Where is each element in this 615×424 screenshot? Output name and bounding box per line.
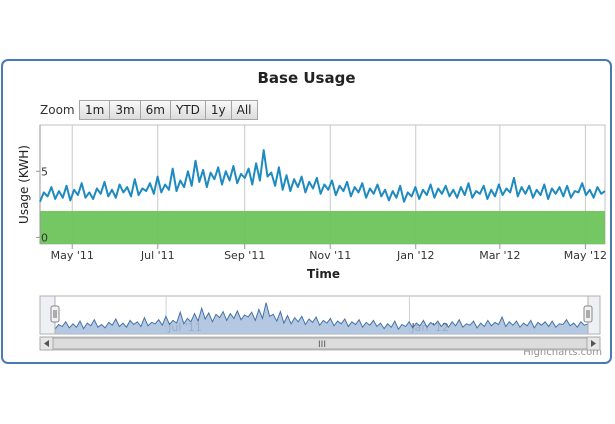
chart-title: Base Usage (257, 69, 356, 87)
zoom-3m-button[interactable]: 3m (109, 100, 141, 120)
x-tick-label: Jan '12 (396, 249, 434, 262)
zoom-ytd-button[interactable]: YTD (169, 100, 206, 120)
chevron-right-icon (591, 340, 596, 347)
zoom-button-group: 1m 3m 6m YTD 1y All (79, 100, 258, 120)
y-axis-title: Usage (KWH) (17, 145, 31, 224)
x-tick-label: May '11 (51, 249, 94, 262)
x-tick-label: Mar '12 (479, 249, 520, 262)
navigator-left-handle[interactable] (50, 305, 60, 323)
navigator-series-area (55, 302, 588, 334)
x-tick-label: Jul '11 (140, 249, 175, 262)
scrollbar-grip: III (318, 340, 326, 350)
chevron-left-icon (44, 340, 49, 347)
credits-link[interactable]: Highcharts.com (523, 347, 602, 358)
zoom-1y-button[interactable]: 1y (204, 100, 232, 120)
usage-series-line (39, 149, 606, 203)
x-tick-label: Sep '11 (224, 249, 265, 262)
x-tick-label: May '12 (564, 249, 607, 262)
navigator-series-line (54, 302, 589, 331)
y-tick-label: 5 (41, 165, 48, 178)
navigator-right-handle[interactable] (583, 305, 593, 323)
zoom-label: Zoom (40, 103, 75, 117)
y-tick-label: 0 (41, 231, 48, 244)
base-band (40, 210, 605, 244)
x-axis-title: Time (307, 267, 340, 281)
zoom-all-button[interactable]: All (230, 100, 258, 120)
x-tick-label: Nov '11 (309, 249, 351, 262)
zoom-6m-button[interactable]: 6m (139, 100, 171, 120)
